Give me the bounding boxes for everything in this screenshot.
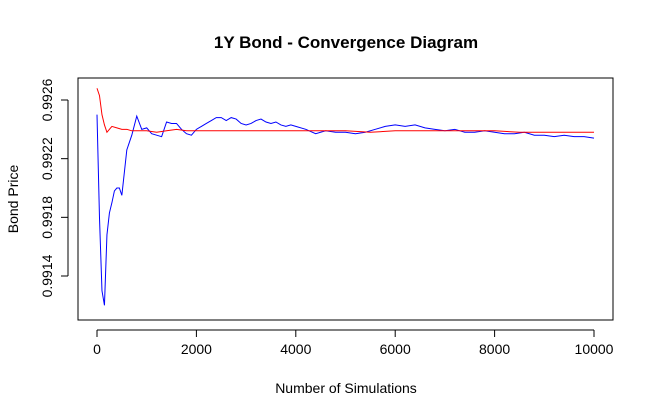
- x-tick-label: 10000: [575, 341, 614, 357]
- y-axis: 0.9914 0.9918 0.9922 0.9926: [39, 78, 69, 297]
- chart-title: 1Y Bond - Convergence Diagram: [214, 33, 478, 52]
- y-axis-label: Bond Price: [5, 165, 21, 234]
- y-tick-label: 0.9918: [39, 196, 55, 239]
- y-tick-label: 0.9922: [39, 137, 55, 180]
- x-axis-label: Number of Simulations: [275, 380, 417, 396]
- x-tick-label: 8000: [479, 341, 510, 357]
- series-line-1: [96, 88, 594, 134]
- x-tick-label: 4000: [280, 341, 311, 357]
- x-tick-label: 6000: [380, 341, 411, 357]
- series-layer: [96, 88, 595, 306]
- plot-area-frame: [77, 77, 614, 321]
- y-tick-label: 0.9914: [39, 254, 55, 297]
- x-tick-label: 0: [93, 341, 101, 357]
- series-line-0: [96, 114, 595, 306]
- y-tick-label: 0.9926: [39, 78, 55, 121]
- x-tick-label: 2000: [181, 341, 212, 357]
- x-axis: 0 2000 4000 6000 8000 10000: [93, 329, 614, 357]
